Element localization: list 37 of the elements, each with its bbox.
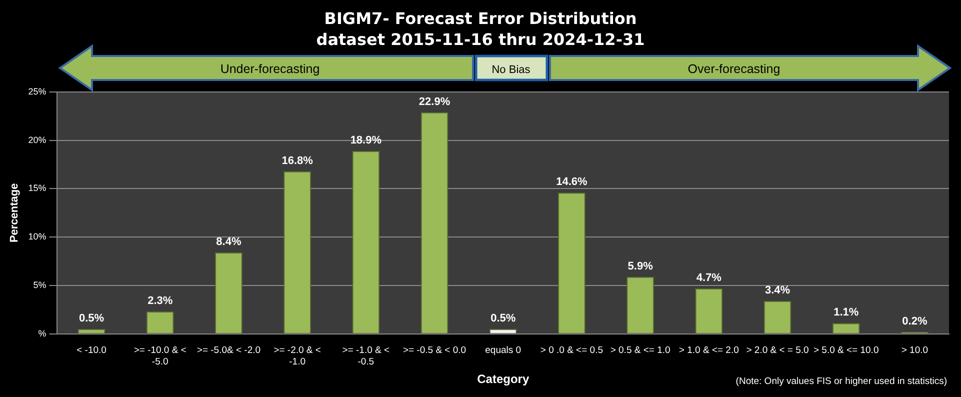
data-label: 14.6% bbox=[556, 176, 588, 188]
y-tick-label: 10% bbox=[28, 232, 46, 242]
data-label: 4.7% bbox=[696, 272, 722, 284]
data-label: 22.9% bbox=[418, 96, 450, 108]
x-tick-label: > 5.0 & <= 10.0 bbox=[813, 345, 879, 356]
data-label: 3.4% bbox=[764, 284, 790, 296]
x-tick-label: > 1.0 & <= 2.0 bbox=[678, 345, 739, 356]
y-tick-label: 5% bbox=[33, 280, 46, 290]
x-tick-label: > 0 .0 & <= 0.5 bbox=[540, 345, 603, 356]
x-axis-title: Category bbox=[477, 372, 530, 386]
chart-subtitle: dataset 2015-11-16 thru 2024-12-31 bbox=[315, 29, 646, 50]
x-tick-label: >= -0.5 & < 0.0 bbox=[402, 345, 466, 356]
data-label: 0.5% bbox=[490, 312, 516, 324]
x-tick-label: > 2.0 & < = 5.0 bbox=[746, 345, 809, 356]
y-tick-label: % bbox=[38, 328, 46, 338]
data-label: 0.2% bbox=[902, 315, 928, 328]
text: (Note: Only values FIS or higher used in statistics) bbox=[736, 376, 947, 387]
data-label: 8.4% bbox=[216, 236, 242, 248]
x-tick-label: >= -1.0 & < -0.5 bbox=[342, 345, 390, 368]
x-tick-label: >= -10.0 & < -5.0 bbox=[134, 345, 187, 368]
x-tick-label: > 0.5 & <= 1.0 bbox=[610, 345, 670, 356]
y-tick-label: 20% bbox=[28, 134, 46, 145]
data-label: 0.5% bbox=[78, 312, 104, 324]
data-label: 18.9% bbox=[350, 134, 382, 147]
x-tick-label: < -10.0 bbox=[76, 345, 106, 356]
x-tick-label: >= -5.0& < -2.0 bbox=[196, 345, 261, 356]
x-tick-label: equals 0 bbox=[485, 345, 522, 356]
x-tick-label: >= -2.0 & < -1.0 bbox=[274, 345, 322, 368]
data-label: 16.8% bbox=[282, 154, 314, 167]
data-label: 2.3% bbox=[148, 295, 173, 308]
data-label: 1.1% bbox=[834, 306, 859, 319]
chart-title: BIGM7- Forecast Error Distribution bbox=[323, 8, 638, 29]
y-tick-label: 15% bbox=[28, 183, 46, 194]
y-tick-label: 25% bbox=[28, 86, 46, 96]
y-axis-title: Percentage bbox=[8, 183, 21, 243]
x-tick-label: > 10.0 bbox=[901, 345, 928, 356]
data-label: 5.9% bbox=[628, 260, 654, 272]
